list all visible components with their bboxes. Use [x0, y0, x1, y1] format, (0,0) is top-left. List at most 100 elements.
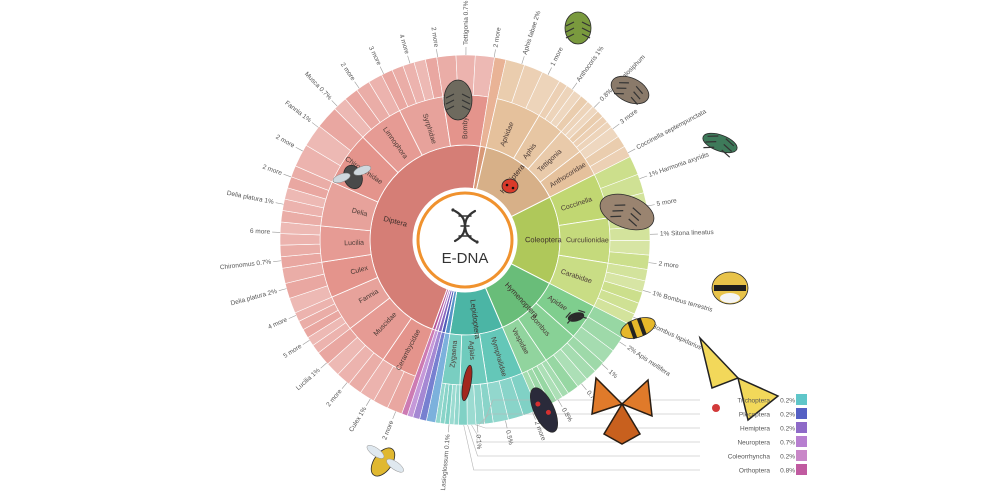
legend-label-orthoptera: Orthoptera — [739, 468, 770, 475]
leaf-label: 1% Sitona lineatus — [660, 229, 715, 238]
weevil-photo-2 — [599, 193, 655, 231]
leaf-tick — [278, 288, 287, 292]
leaf-tick — [365, 398, 371, 406]
wasp-photo — [620, 317, 656, 340]
swallowtail-photo — [698, 335, 780, 422]
legend-swatch-coleorrhyncha[interactable] — [796, 450, 807, 461]
leaf-tick — [572, 82, 578, 90]
hoverfly-photo — [366, 444, 404, 477]
legend-label-hemiptera: Hemiptera — [740, 426, 770, 433]
legend-label-coleorrhyncha: Coleorrhyncha — [728, 454, 771, 461]
leaf-tick — [648, 262, 657, 264]
leaf-label: 1 more — [550, 46, 566, 68]
leaf-label: Coccinella septempunctata — [635, 108, 707, 151]
legend-swatch-hemiptera[interactable] — [796, 422, 807, 433]
leaf-label: 2 more — [429, 27, 439, 48]
legend-swatch-plecoptera[interactable] — [796, 408, 807, 419]
legend-pct-plecoptera: 0.2% — [780, 412, 795, 419]
center-badge: E-DNA — [416, 191, 514, 289]
leaf-tick — [302, 340, 310, 345]
legend-callout-line — [478, 413, 700, 425]
leaf-tick — [320, 362, 327, 369]
center-label: E-DNA — [442, 250, 489, 267]
leaf-label: 2 more — [325, 388, 344, 408]
leaf-label: 2 more — [274, 134, 295, 150]
leaf-tick — [505, 420, 508, 429]
legend-swatch-neuroptera[interactable] — [796, 436, 807, 447]
family-label-zygaena: Zygaena — [449, 340, 459, 368]
leaf-tick — [392, 411, 396, 420]
leaf-tick — [601, 364, 609, 370]
leaf-label: Lasioglossum 0.1% — [440, 434, 452, 491]
leaf-label: 2 more — [339, 62, 357, 83]
leaf-tick — [493, 49, 496, 58]
legend-label-plecoptera: Plecoptera — [739, 412, 770, 419]
leaf-tick — [593, 101, 600, 108]
legend-swatch-orthoptera[interactable] — [796, 464, 807, 475]
leaf-label: Anthocoris 1% — [575, 45, 605, 83]
leaf-label: 2% Apis mellifera — [626, 345, 672, 379]
dna-helix-icon — [451, 208, 479, 244]
leaf-tick — [639, 175, 648, 179]
leaf-tick — [295, 146, 303, 152]
leaf-label: Fannia 1% — [283, 100, 312, 125]
order-label-coleoptera: Coleoptera — [525, 235, 563, 244]
legend-pct-neuroptera: 0.7% — [780, 440, 795, 447]
leaf-tick — [532, 412, 536, 420]
shieldbug-photo-2 — [443, 79, 473, 121]
leaf-label: 4 more — [397, 34, 410, 56]
leaf-label: 2 more — [658, 261, 679, 270]
leaf-tick — [557, 399, 563, 407]
leaf-tick — [341, 382, 348, 389]
legend-label-neuroptera: Neuroptera — [737, 440, 770, 447]
sunburst-rings: CerambycidaeMuscidaeFanniaCulexLuciliaDe… — [279, 54, 651, 426]
legend-swatch-trichoptera[interactable] — [796, 394, 807, 405]
legend-callout-line — [463, 424, 700, 471]
leaf-label: 0.5% — [504, 430, 514, 446]
family-label-culex: Culex — [350, 265, 370, 277]
leaf-tick — [379, 66, 384, 74]
shield-bug-photo — [564, 11, 592, 45]
leaf-tick — [619, 341, 627, 347]
ladybird-photo — [501, 178, 519, 194]
tortoiseshell-photo — [591, 376, 653, 445]
minor-orders-legend: Trichoptera 0.2% Plecoptera 0.2% Hemiptera 0.… — [728, 394, 807, 475]
leaf-tick — [436, 49, 438, 58]
leaf-tick — [354, 81, 360, 89]
leaf-tick — [612, 123, 620, 130]
leaf-label: Lucilia 1% — [295, 367, 322, 392]
legend-callout-line — [475, 424, 700, 429]
leaf-tick — [275, 202, 284, 205]
housefly-photo — [332, 164, 372, 190]
family-label-aglais: Aglais — [467, 341, 475, 361]
leaf-tick — [448, 424, 450, 433]
leaf-label: 1% Harmonia axyridis — [648, 151, 711, 179]
leaf-tick — [288, 315, 297, 319]
leaf-label: 2 more — [381, 419, 395, 441]
leaf-label: 3 more — [619, 108, 640, 126]
leaf-tick — [273, 260, 282, 262]
family-label-bombylius: Bombylius — [462, 106, 469, 139]
legend-pct-hemiptera: 0.2% — [780, 426, 795, 433]
leaf-label: Chironomus 0.7% — [220, 259, 272, 272]
leaf-label: Delia platura 1% — [226, 190, 274, 206]
leaf-tick — [407, 55, 411, 64]
ant-photo — [565, 309, 587, 324]
insect-photo-layer — [332, 11, 780, 477]
leaf-label: 0.8% — [560, 407, 574, 424]
burnet-moth-photo — [529, 387, 559, 433]
legend-pct-coleorrhyncha: 0.2% — [780, 454, 795, 461]
ground-beetle-photo — [702, 132, 738, 158]
legend-callout-line — [467, 424, 700, 457]
leaf-tick — [547, 67, 552, 75]
species-segment[interactable] — [279, 233, 321, 246]
leaf-label: 2 more — [493, 27, 503, 48]
leaf-label: 4 more — [267, 316, 289, 331]
leaf-tick — [646, 204, 655, 207]
family-label-lucilia: Lucilia — [344, 240, 364, 248]
leaf-tick — [311, 122, 319, 128]
legend-callout-line — [471, 424, 700, 443]
minor-order-segment-orthoptera[interactable] — [401, 328, 436, 417]
leaf-tick — [627, 148, 636, 153]
